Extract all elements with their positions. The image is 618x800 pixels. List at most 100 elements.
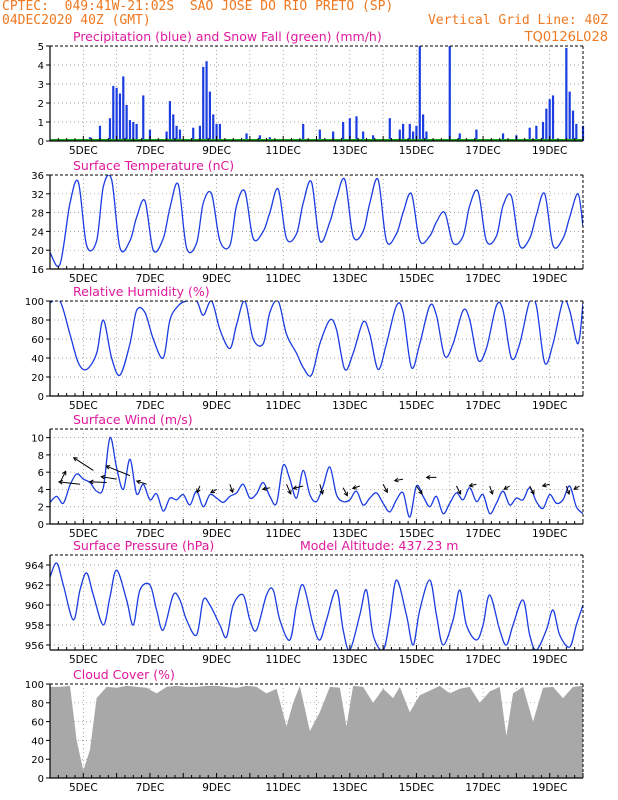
precip-bar: [551, 95, 555, 141]
precip-bar: [245, 133, 248, 141]
x-tick-label: 15DEC: [399, 400, 434, 412]
x-tick-label: 15DEC: [399, 654, 434, 666]
precip-bar: [448, 46, 451, 141]
wind-arrow-head: [62, 470, 67, 476]
y-tick-label: 16: [31, 265, 44, 276]
x-tick-label: 7DEC: [136, 400, 165, 412]
x-tick-label: 11DEC: [265, 400, 300, 412]
y-tick-label: 2: [38, 99, 44, 110]
precip-bar: [415, 125, 418, 141]
wind-arrow-head: [292, 485, 298, 490]
wind-arrow-head: [100, 474, 106, 480]
cloud-cover-area: [50, 685, 583, 778]
wind-arrow-head: [72, 457, 78, 462]
temperature-panel: 16 20 24 28 32 36 5DEC 7DEC 9DEC 11DEC 13DEC 15DEC 1…: [31, 158, 584, 285]
wind-arrow: [89, 481, 107, 484]
y-tick-label: 0: [38, 392, 44, 403]
x-tick-label: 5DEC: [69, 400, 98, 412]
wind-arrow: [196, 485, 201, 493]
x-tick-label: 13DEC: [332, 528, 367, 540]
humidity-title: Relative Humidity (%): [73, 284, 210, 299]
x-tick-label: 13DEC: [332, 654, 367, 666]
wind-arrow-head: [425, 475, 431, 480]
wind-arrow: [382, 484, 388, 493]
precip-bar: [458, 133, 461, 141]
wind-arrow-head: [503, 485, 509, 490]
precip-bar: [178, 129, 182, 141]
precip-bar: [541, 122, 545, 141]
x-tick-label: 9DEC: [202, 528, 231, 540]
y-tick-label: 5: [38, 42, 44, 53]
y-tick-label: 4: [38, 61, 44, 72]
x-tick-label: 7DEC: [136, 273, 165, 285]
wind-line: [50, 436, 583, 518]
wind-arrow-head: [565, 489, 571, 495]
precip-bar: [398, 129, 401, 141]
wind-arrow: [342, 487, 348, 496]
x-tick-label: 19DEC: [532, 654, 567, 666]
precip-bar: [128, 120, 132, 141]
x-tick-label: 15DEC: [399, 145, 434, 157]
y-tick-label: 40: [31, 354, 44, 365]
y-tick-label: 28: [31, 209, 44, 220]
header-line1: CPTEC: 049:41W-21:02S SAO JOSE DO RIO PR…: [2, 0, 394, 14]
wind-arrow: [73, 457, 94, 471]
wind-arrow-head: [489, 489, 494, 495]
precip-bar: [108, 118, 112, 141]
x-tick-label: 15DEC: [399, 528, 434, 540]
precip-bar: [212, 114, 215, 141]
precipitation-title: Precipitation (blue) and Snow Fall (gree…: [73, 29, 382, 44]
precip-bar: [355, 116, 358, 141]
x-tick-label: 17DEC: [465, 528, 500, 540]
temperature-title: Surface Temperature (nC): [73, 158, 234, 173]
y-tick-label: 3: [38, 80, 44, 91]
y-tick-label: 964: [25, 561, 44, 572]
wind-arrow: [542, 483, 550, 487]
wind-arrow-head: [196, 488, 201, 494]
wind-arrow: [573, 485, 580, 490]
y-tick-label: 956: [25, 641, 44, 652]
precip-bar: [98, 125, 102, 141]
precip-bar: [388, 118, 391, 141]
x-tick-label: 19DEC: [532, 400, 567, 412]
wind-arrow: [229, 484, 234, 493]
precip-bar: [118, 93, 122, 141]
precip-bar: [402, 123, 405, 141]
y-tick-label: 32: [31, 190, 44, 201]
precip-bar: [218, 123, 221, 141]
precip-bar: [425, 131, 428, 141]
y-tick-label: 100: [25, 680, 44, 691]
wind-arrow-head: [135, 479, 141, 485]
wind-panel: 0 2 4 6 8 10 5DEC 7DEC 9DEC 11DEC 13DEC 15DEC 17DEC 1…: [31, 412, 584, 540]
x-tick-label: 9DEC: [202, 654, 231, 666]
wind-arrow-head: [319, 489, 324, 495]
x-tick-label: 5DEC: [69, 654, 98, 666]
y-tick-label: 958: [25, 621, 44, 632]
y-tick-label: 1: [38, 118, 44, 129]
model-altitude: Model Altitude: 437.23 m: [300, 538, 458, 553]
cloud-cover-title: Cloud Cover (%): [73, 667, 175, 682]
x-tick-label: 5DEC: [69, 782, 98, 794]
wind-arrow-head: [393, 477, 399, 483]
precip-bar: [422, 114, 425, 141]
wind-arrow: [394, 478, 404, 482]
x-tick-label: 7DEC: [136, 145, 165, 157]
y-tick-label: 80: [31, 316, 44, 327]
precip-bar: [122, 76, 125, 141]
x-tick-label: 9DEC: [202, 145, 231, 157]
x-tick-label: 15DEC: [399, 782, 434, 794]
wind-arrow-head: [418, 489, 423, 495]
y-tick-label: 24: [31, 227, 44, 238]
wind-arrow-head: [287, 489, 292, 495]
precip-bar: [348, 118, 351, 141]
precip-bar: [115, 87, 118, 141]
precip-bar: [302, 123, 305, 141]
precip-bar: [372, 135, 375, 141]
pressure-line: [50, 562, 583, 650]
x-tick-label: 7DEC: [136, 528, 165, 540]
precip-bar: [575, 123, 578, 141]
y-tick-label: 20: [31, 755, 44, 766]
wind-arrow-head: [88, 479, 94, 485]
temperature-line: [50, 175, 583, 267]
